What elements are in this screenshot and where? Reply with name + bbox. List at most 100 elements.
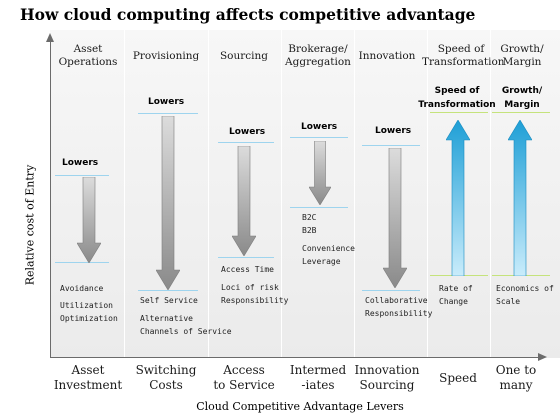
column-header-innovation: Innovation — [351, 50, 423, 63]
note-line: Self Service — [140, 296, 198, 305]
note-line: Convenience — [302, 244, 355, 253]
column-footer-innovation: Innovation Sourcing — [349, 363, 425, 393]
header-line: Asset — [73, 43, 103, 55]
down-arrow-provisioning — [156, 116, 180, 290]
column-divider — [208, 30, 209, 358]
footer-line: Access — [223, 363, 265, 377]
column-divider — [490, 30, 491, 358]
guide-line — [362, 290, 420, 291]
y-axis-arrowhead — [46, 33, 54, 42]
up-arrow-growth — [508, 120, 532, 276]
column-footer-asset: Asset Investment — [50, 363, 126, 393]
column-footer-growth: One to many — [491, 363, 541, 393]
column-header-sourcing: Sourcing — [208, 50, 280, 63]
growth-margin-tag: Growth/ Margin — [497, 84, 547, 112]
guide-line — [290, 207, 348, 208]
guide-line — [218, 142, 274, 143]
column-footer-provisioning: Switching Costs — [128, 363, 204, 393]
notes-speed: Rate of Change — [439, 282, 473, 308]
column-header-speed: Speed of Transformation — [422, 43, 505, 69]
header-line: Sourcing — [219, 50, 269, 62]
y-axis-label: Relative cost of Entry — [23, 164, 37, 286]
down-arrow-innovation — [383, 148, 407, 288]
footer-line: many — [499, 378, 533, 392]
note-line: Collaborative — [365, 296, 428, 305]
note-line: Utilization — [60, 301, 113, 310]
header-line: Brokerage/ — [288, 43, 348, 55]
note-line: Economics of — [496, 284, 554, 293]
footer-line: Intermed — [289, 363, 347, 377]
guide-line — [55, 262, 109, 263]
notes-growth: Economics of Scale — [496, 282, 554, 308]
footer-line: Sourcing — [359, 378, 415, 392]
lowers-tag: Lowers — [229, 127, 266, 137]
x-axis-arrowhead — [538, 353, 547, 361]
column-divider — [427, 30, 428, 358]
footer-line: Switching — [135, 363, 197, 377]
tag-line: Growth/ — [501, 86, 543, 96]
lowers-tag: Lowers — [301, 122, 338, 132]
note-line: Change — [439, 297, 468, 306]
column-footer-sourcing: Access to Service — [206, 363, 282, 393]
x-axis-label: Cloud Competitive Advantage Levers — [196, 400, 404, 413]
column-footer-brokerage: Intermed -iates — [280, 363, 356, 393]
header-line: Aggregation — [285, 56, 351, 68]
guide-line — [138, 113, 198, 114]
note-line: Responsibility — [365, 309, 433, 318]
guide-line — [362, 145, 420, 146]
guide-line — [138, 290, 198, 291]
column-footer-speed: Speed — [420, 371, 496, 386]
lowers-tag: Lowers — [148, 97, 185, 107]
column-header-provisioning: Provisioning — [130, 50, 202, 63]
column-header-brokerage: Brokerage/ Aggregation — [282, 43, 354, 69]
column-header-growth: Growth/ Margin — [486, 43, 558, 69]
note-line: Alternative — [140, 314, 193, 323]
header-line: Margin — [502, 56, 542, 68]
down-arrow-brokerage — [309, 141, 331, 205]
header-line: Provisioning — [132, 50, 200, 62]
notes-brokerage: B2C B2B Convenience Leverage — [302, 211, 355, 268]
note-line: B2B — [302, 226, 317, 235]
note-line: Channels of Service — [140, 327, 232, 336]
lowers-tag: Lowers — [375, 126, 412, 136]
notes-sourcing: Access Time Loci of risk Responsibility — [221, 263, 288, 307]
header-line: Operations — [58, 56, 118, 68]
guide-line — [290, 137, 348, 138]
notes-asset: Avoidance Utilization Optimization — [60, 282, 118, 325]
header-line: Speed of — [437, 43, 485, 55]
lowers-tag: Lowers — [62, 158, 99, 168]
x-axis-line — [50, 357, 540, 358]
note-line: Access Time — [221, 265, 274, 274]
y-axis-line — [50, 40, 51, 358]
guide-line — [492, 112, 550, 113]
footer-line: to Service — [213, 378, 275, 392]
column-divider — [354, 30, 355, 358]
header-line: Growth/ — [500, 43, 544, 55]
note-line: Avoidance — [60, 284, 104, 293]
note-line: Leverage — [302, 257, 341, 266]
notes-provisioning: Self Service Alternative Channels of Ser… — [140, 294, 232, 338]
column-divider — [281, 30, 282, 358]
footer-line: One to — [495, 363, 537, 377]
footer-line: Asset — [71, 363, 105, 377]
guide-line — [218, 257, 274, 258]
page-title: How cloud computing affects competitive … — [20, 5, 476, 24]
header-line: Innovation — [358, 50, 416, 62]
footer-line: Innovation — [354, 363, 420, 377]
notes-innovation: Collaborative Responsibility — [365, 294, 432, 320]
note-line: Rate of — [439, 284, 473, 293]
column-header-asset: Asset Operations — [52, 43, 124, 69]
speed-of-transformation-tag: Speed of Transformation — [418, 84, 496, 112]
note-line: Responsibility — [221, 296, 289, 305]
tag-line: Margin — [504, 100, 540, 110]
footer-line: Costs — [149, 378, 183, 392]
header-line: Transformation — [422, 56, 505, 68]
note-line: Optimization — [60, 314, 118, 323]
note-line: Loci of risk — [221, 283, 279, 292]
column-divider — [124, 30, 125, 358]
footer-line: Speed — [439, 371, 477, 385]
up-arrow-speed — [446, 120, 470, 276]
diagram-panel — [50, 30, 560, 358]
tag-line: Transformation — [418, 100, 496, 110]
